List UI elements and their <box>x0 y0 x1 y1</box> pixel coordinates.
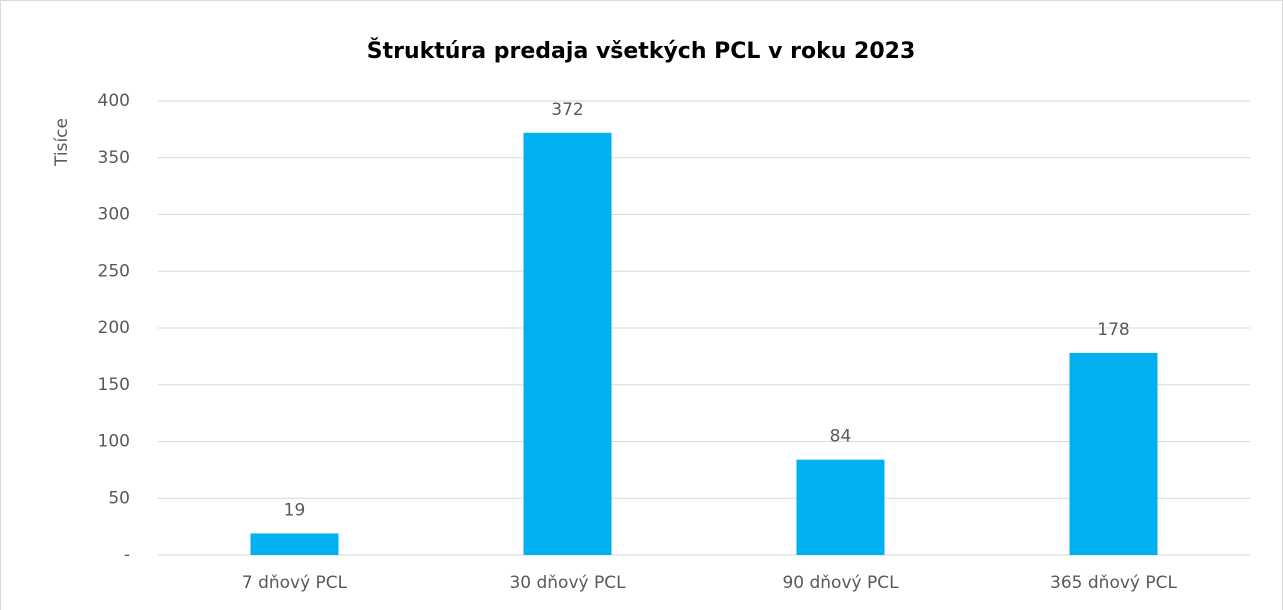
data-label: 84 <box>830 427 852 447</box>
data-label: 19 <box>284 500 306 520</box>
data-label: 372 <box>551 100 583 120</box>
y-tick-label: 150 <box>98 375 130 395</box>
x-tick-label: 7 dňový PCL <box>242 573 348 593</box>
x-tick-label: 365 dňový PCL <box>1050 573 1177 593</box>
y-axis-label: Tisíce <box>52 118 72 167</box>
bar <box>796 459 885 555</box>
chart-title: Štruktúra predaja všetkých PCL v roku 20… <box>367 38 916 64</box>
y-tick-label: - <box>124 545 130 565</box>
y-tick-label: 50 <box>108 488 130 508</box>
y-tick-label: 300 <box>98 205 130 225</box>
y-tick-label: 400 <box>98 91 130 111</box>
bar <box>1069 352 1158 555</box>
y-tick-label: 250 <box>98 261 130 281</box>
y-tick-label: 100 <box>98 432 130 452</box>
bar <box>250 533 339 555</box>
y-tick-label: 200 <box>98 318 130 338</box>
data-label: 178 <box>1097 320 1129 340</box>
bar <box>523 132 612 555</box>
x-tick-label: 90 dňový PCL <box>782 573 899 593</box>
x-tick-label: 30 dňový PCL <box>509 573 626 593</box>
y-tick-label: 350 <box>98 148 130 168</box>
